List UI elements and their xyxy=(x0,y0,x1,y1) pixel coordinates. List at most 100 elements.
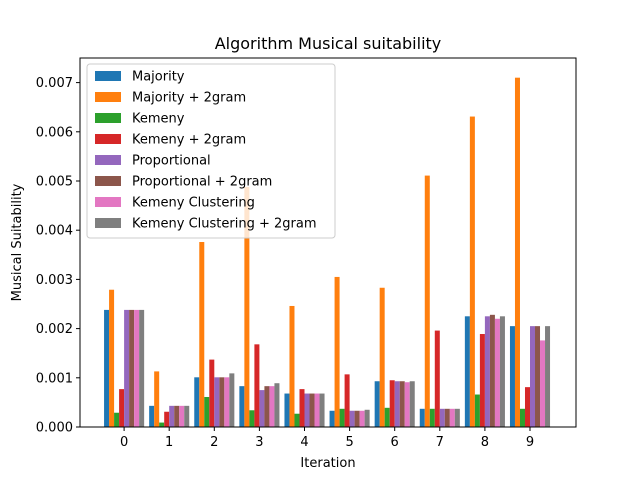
legend-swatch xyxy=(95,197,121,207)
bar xyxy=(499,316,505,427)
bar xyxy=(169,405,175,427)
legend-label: Kemeny xyxy=(132,112,185,127)
bar xyxy=(364,409,370,427)
plot-frame xyxy=(79,57,577,428)
y-axis: 0.000 0.001 0.002 0.003 0.004 0.005 0.006 0.007 xyxy=(36,76,80,436)
bar xyxy=(104,309,110,427)
bar xyxy=(409,381,415,427)
y-tick-label: 0.005 xyxy=(36,175,73,190)
legend-swatch xyxy=(95,218,121,228)
bar xyxy=(540,340,546,427)
bar xyxy=(469,116,475,428)
bar xyxy=(304,393,310,427)
bar xyxy=(314,393,320,427)
x-axis-title: Iteration xyxy=(300,456,355,471)
bar xyxy=(474,394,480,427)
legend-swatch xyxy=(95,113,121,123)
bar xyxy=(249,410,255,427)
bar xyxy=(454,408,460,427)
bar xyxy=(284,393,290,427)
y-tick-label: 0.007 xyxy=(36,76,73,91)
y-tick-label: 0.002 xyxy=(36,322,73,337)
x-tick-label: 1 xyxy=(165,435,173,450)
bar xyxy=(214,377,220,427)
bar xyxy=(339,408,345,427)
bar xyxy=(424,175,430,427)
bar xyxy=(229,373,235,427)
bar xyxy=(294,413,300,427)
bar xyxy=(154,371,160,427)
bar xyxy=(439,408,445,427)
bar xyxy=(159,422,165,427)
bar xyxy=(344,374,350,427)
legend-label: Proportional xyxy=(132,154,211,169)
bar xyxy=(404,382,410,427)
y-tick-label: 0.003 xyxy=(36,273,73,288)
bar xyxy=(524,387,530,427)
y-tick-label: 0.004 xyxy=(36,224,73,239)
bar xyxy=(259,390,265,427)
x-axis: 0 1 2 3 4 5 6 7 8 9 xyxy=(120,427,534,450)
legend-label: Kemeny Clustering + 2gram xyxy=(132,217,317,232)
bar xyxy=(299,389,305,427)
bar xyxy=(389,380,395,427)
bar xyxy=(444,408,450,427)
bar xyxy=(134,309,140,427)
x-tick-label: 6 xyxy=(391,435,399,450)
bar xyxy=(114,412,120,427)
bar xyxy=(329,410,335,427)
bar xyxy=(194,377,200,427)
bar xyxy=(109,289,115,427)
x-tick-label: 4 xyxy=(300,435,308,450)
bar xyxy=(174,405,180,427)
bar xyxy=(264,386,270,427)
bar xyxy=(489,314,495,427)
legend-label: Proportional + 2gram xyxy=(132,175,272,190)
x-tick-label: 9 xyxy=(526,435,534,450)
bars-group xyxy=(104,77,551,428)
bar xyxy=(129,309,135,427)
legend-swatch xyxy=(95,155,121,165)
bar xyxy=(419,408,425,427)
legend-label: Kemeny + 2gram xyxy=(132,133,246,148)
bar xyxy=(224,377,230,427)
bar xyxy=(530,326,536,427)
bar xyxy=(199,242,205,427)
legend-swatch xyxy=(95,176,121,186)
x-tick-label: 3 xyxy=(255,435,263,450)
x-tick-label: 2 xyxy=(210,435,218,450)
x-tick-label: 8 xyxy=(481,435,489,450)
bar xyxy=(449,408,455,427)
legend-label: Majority + 2gram xyxy=(132,91,246,106)
bar xyxy=(484,316,490,427)
bar xyxy=(334,276,340,427)
bar xyxy=(244,186,250,427)
bar xyxy=(184,405,190,427)
legend-swatch xyxy=(95,92,121,102)
bar xyxy=(384,407,390,427)
bar xyxy=(359,410,365,427)
bar xyxy=(239,386,245,427)
bar xyxy=(269,386,275,427)
bar xyxy=(434,330,440,427)
bar xyxy=(354,410,360,427)
bar xyxy=(479,334,485,427)
bar xyxy=(119,389,125,427)
bar xyxy=(429,408,435,427)
bar xyxy=(204,396,210,427)
bar xyxy=(379,287,385,427)
bar xyxy=(274,383,280,427)
bar xyxy=(519,408,525,427)
bar xyxy=(399,381,405,427)
chart-title: Algorithm Musical suitability xyxy=(215,34,442,53)
legend-label: Majority xyxy=(132,70,185,85)
legend-box xyxy=(86,63,336,239)
bar xyxy=(289,305,295,427)
bar xyxy=(164,411,170,427)
bar xyxy=(209,359,215,427)
bar xyxy=(219,377,225,427)
bar xyxy=(464,316,470,427)
x-tick-label: 0 xyxy=(120,435,128,450)
bar xyxy=(319,393,325,427)
